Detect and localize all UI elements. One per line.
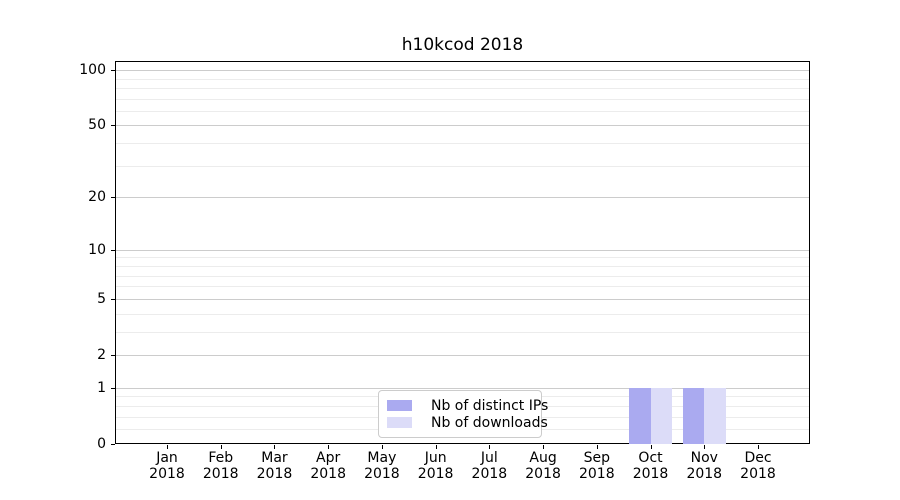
x-tick-mark — [167, 445, 168, 449]
minor-gridline — [116, 331, 809, 333]
x-tick-label: Sep 2018 — [578, 450, 615, 482]
y-tick-mark — [111, 197, 115, 199]
x-tick-label: Apr 2018 — [310, 450, 346, 482]
legend-item: Nb of distinct IPs — [387, 397, 548, 414]
legend-swatch-distinct-ips — [387, 400, 412, 411]
legend-label: Nb of distinct IPs — [431, 397, 549, 414]
minor-gridline — [116, 143, 809, 145]
x-tick-label: Jun 2018 — [417, 450, 454, 482]
x-tick-label: Dec 2018 — [740, 450, 776, 482]
bar-downloads — [704, 387, 726, 444]
x-tick-mark — [274, 445, 276, 449]
x-tick-mark — [543, 445, 545, 449]
y-tick-mark — [111, 298, 115, 300]
x-tick-label: Nov 2018 — [686, 450, 723, 482]
y-tick-label: 5 — [97, 290, 106, 307]
y-tick-label: 1 — [97, 379, 106, 396]
y-tick-mark — [111, 125, 115, 127]
minor-gridline — [116, 98, 809, 100]
y-tick-mark — [111, 354, 115, 356]
x-tick-mark — [489, 445, 491, 449]
x-tick-label: May 2018 — [364, 450, 400, 482]
major-gridline — [116, 197, 809, 199]
x-tick-mark — [220, 445, 222, 449]
x-tick-mark — [650, 445, 652, 449]
y-tick-label: 10 — [88, 241, 106, 258]
minor-gridline — [116, 165, 809, 167]
minor-gridline — [116, 265, 809, 267]
y-tick-label: 100 — [79, 62, 106, 79]
minor-gridline — [116, 275, 809, 277]
x-tick-label: Jul 2018 — [471, 450, 508, 482]
legend-item: Nb of downloads — [387, 414, 548, 431]
minor-gridline — [116, 313, 809, 315]
x-tick-mark — [704, 445, 706, 449]
minor-gridline — [116, 87, 809, 89]
legend-swatch-downloads — [387, 417, 412, 428]
bar-distinct-ips — [682, 387, 705, 444]
y-tick-label: 50 — [88, 117, 106, 134]
x-tick-label: Mar 2018 — [256, 450, 293, 482]
major-gridline — [116, 249, 809, 251]
y-tick-mark — [111, 249, 115, 251]
minor-gridline — [116, 257, 809, 259]
major-gridline — [116, 298, 809, 300]
x-tick-mark — [435, 445, 437, 449]
y-tick-label: 0 — [97, 436, 106, 452]
chart-title: h10kcod 2018 — [401, 35, 524, 55]
bar-distinct-ips — [629, 387, 651, 444]
legend: Nb of distinct IPs Nb of downloads — [378, 390, 548, 438]
x-tick-label: Jan 2018 — [149, 450, 185, 482]
minor-gridline — [116, 110, 809, 112]
y-tick-mark — [111, 444, 115, 445]
legend-label: Nb of downloads — [431, 414, 548, 431]
x-tick-mark — [758, 445, 759, 449]
plot-area — [115, 61, 810, 444]
minor-gridline — [116, 78, 809, 80]
x-tick-label: Oct 2018 — [632, 450, 669, 482]
x-tick-mark — [381, 445, 383, 449]
y-tick-label: 2 — [97, 346, 106, 363]
x-tick-mark — [596, 445, 598, 449]
major-gridline — [116, 70, 809, 72]
x-tick-mark — [328, 445, 330, 449]
major-gridline — [116, 354, 809, 356]
major-gridline — [116, 387, 809, 389]
y-tick-mark — [111, 70, 115, 72]
x-tick-label: Feb 2018 — [202, 450, 239, 482]
minor-gridline — [116, 286, 809, 288]
x-tick-label: Aug 2018 — [525, 450, 561, 482]
y-tick-label: 20 — [88, 189, 106, 206]
bar-downloads — [650, 387, 673, 444]
major-gridline — [116, 125, 809, 127]
y-tick-mark — [111, 387, 115, 389]
